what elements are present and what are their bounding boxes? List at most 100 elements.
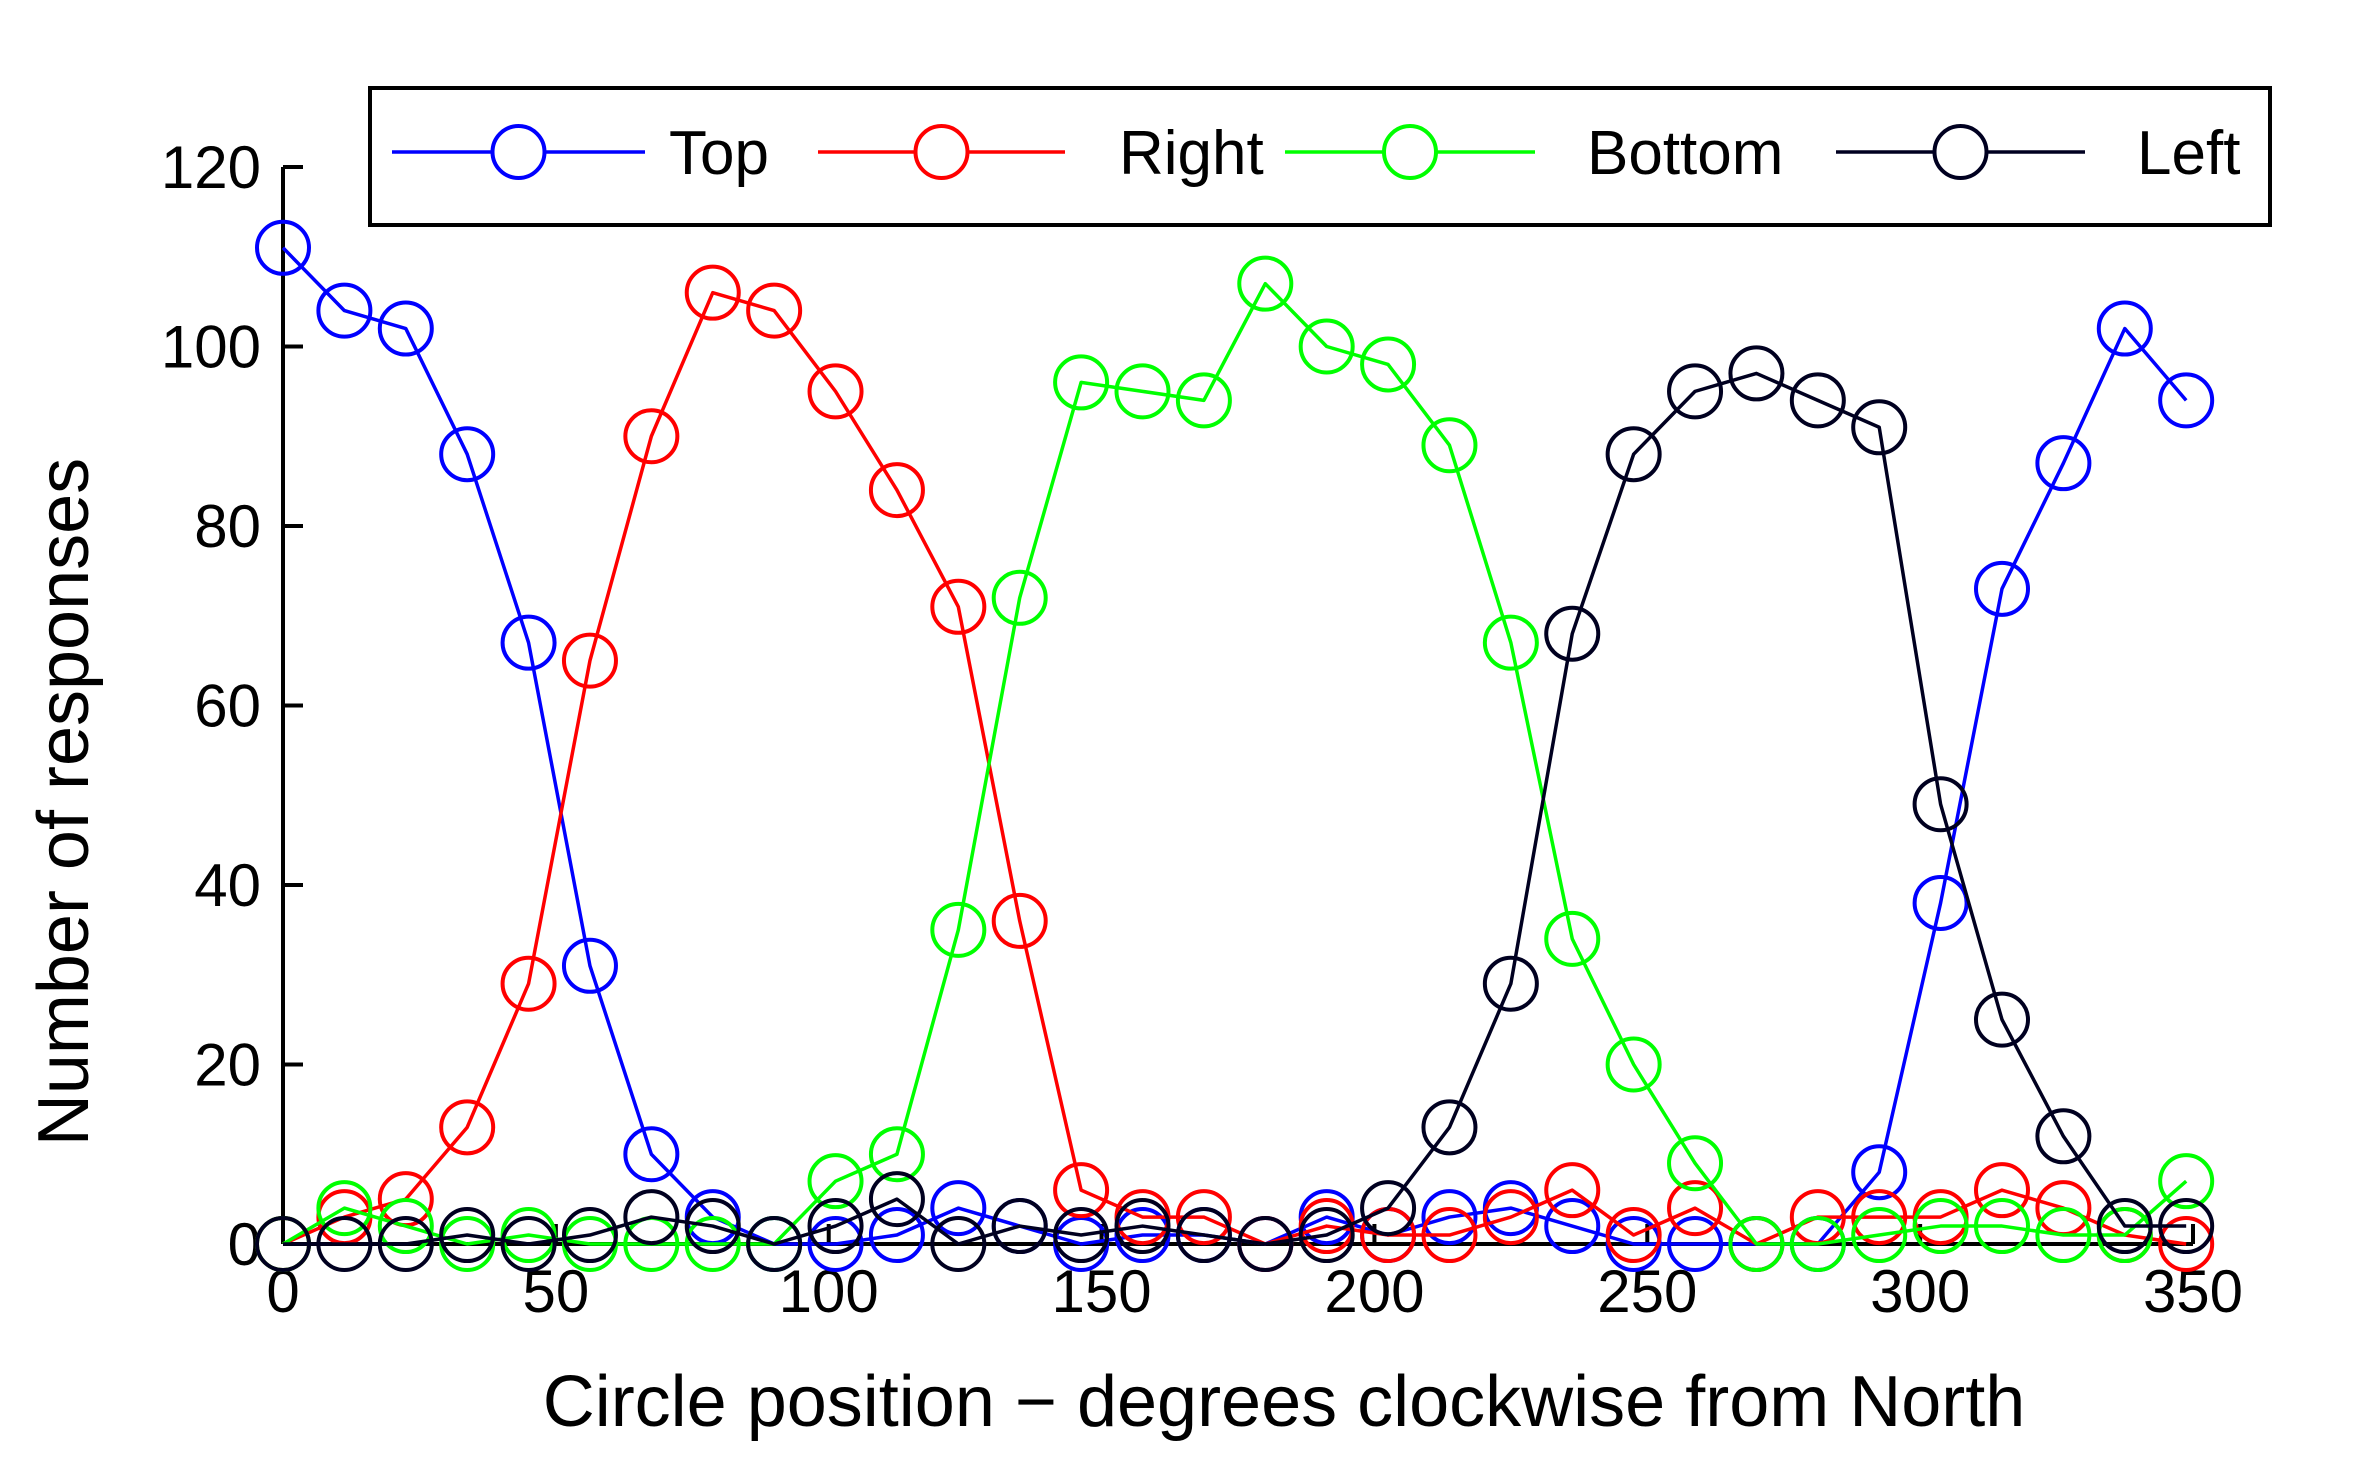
legend-marker (1932, 124, 1989, 180)
data-point (439, 1207, 496, 1264)
data-point (1175, 1189, 1232, 1246)
legend-label: Bottom (1587, 119, 1783, 188)
legend-item-right: Right (818, 119, 1264, 188)
data-point (746, 1216, 803, 1272)
data-point (868, 1207, 925, 1264)
data-point (1298, 318, 1355, 375)
data-point (1605, 1207, 1662, 1264)
data-point (255, 1216, 311, 1272)
series-top (255, 219, 2215, 1272)
legend-marker (490, 124, 547, 180)
data-point (2035, 1108, 2092, 1165)
data-point (930, 1216, 987, 1272)
data-point (1237, 255, 1294, 312)
data-point (2158, 1153, 2215, 1210)
data-point (746, 282, 803, 339)
data-point (1789, 372, 1846, 429)
data-point (439, 1099, 496, 1156)
data-point (2035, 1207, 2092, 1264)
data-point (1053, 354, 1110, 411)
legend-label: Right (1119, 119, 1264, 188)
data-point (684, 264, 741, 321)
data-point (1421, 417, 1478, 474)
data-point (1544, 910, 1601, 967)
data-point (807, 1153, 864, 1210)
series-line-top (281, 246, 2188, 1246)
data-point (684, 1216, 741, 1272)
data-point (1421, 1207, 1478, 1264)
legend-marker (913, 124, 970, 180)
data-point (807, 1216, 864, 1272)
data-point (2158, 1216, 2215, 1272)
data-point (2035, 435, 2092, 492)
data-point (623, 408, 680, 465)
data-point (868, 1126, 925, 1183)
data-point (316, 1180, 373, 1237)
data-point (2158, 372, 2215, 429)
data-point (1360, 336, 1417, 393)
data-point (1789, 1216, 1846, 1272)
x-axis-title: Circle position − degrees clockwise from… (543, 1362, 2026, 1442)
data-point (561, 632, 618, 689)
data-point (868, 1171, 925, 1228)
data-point (1605, 1036, 1662, 1093)
data-point (991, 892, 1048, 949)
y-tick-label: 60 (194, 673, 261, 740)
data-point (1114, 1198, 1171, 1255)
data-point (1851, 1144, 1908, 1201)
series-left (255, 345, 2215, 1272)
data-point (1667, 363, 1724, 420)
data-point (1175, 372, 1232, 429)
data-point (1298, 1207, 1355, 1264)
data-point (1482, 614, 1539, 671)
data-point (377, 1216, 434, 1272)
legend-marker (1382, 124, 1438, 180)
data-point (316, 1216, 373, 1272)
legend-item-top: Top (392, 119, 769, 188)
legend: Top Right Bottom Left (368, 86, 2272, 227)
data-point (1974, 1198, 2030, 1255)
legend-item-left: Left (1836, 119, 2240, 188)
data-point (1912, 776, 1969, 833)
data-point (316, 282, 373, 339)
data-point (2096, 300, 2153, 357)
data-point (1544, 1198, 1601, 1255)
x-tick-label: 300 (1870, 1258, 1970, 1325)
y-tick-label: 80 (194, 493, 261, 560)
series-line-bottom (282, 281, 2188, 1246)
data-point (1421, 1189, 1478, 1246)
legend-item-bottom: Bottom (1285, 119, 1783, 188)
data-point (623, 1126, 680, 1183)
data-point (930, 901, 987, 958)
data-point (1175, 1207, 1232, 1264)
y-axis-title: Number of responses (24, 458, 104, 1146)
data-point (930, 1180, 987, 1237)
data-point (1912, 1198, 1969, 1255)
data-point (439, 426, 496, 483)
x-tick-label: 150 (1052, 1258, 1152, 1325)
data-point (1482, 1189, 1539, 1246)
data-point (1482, 955, 1539, 1012)
y-tick-label: 120 (161, 134, 261, 201)
data-point (807, 363, 864, 420)
series-right (255, 264, 2215, 1272)
data-point (1360, 1180, 1417, 1237)
data-point (1114, 363, 1171, 420)
data-point (500, 614, 557, 671)
data-point (991, 569, 1048, 626)
data-point (1605, 426, 1662, 483)
data-point (1851, 1207, 1908, 1264)
data-point (868, 462, 925, 519)
data-point (1728, 345, 1785, 402)
data-point (930, 578, 987, 635)
data-point (1667, 1180, 1724, 1237)
data-point (377, 1198, 434, 1255)
data-point (1421, 1099, 1478, 1156)
data-point (1667, 1135, 1724, 1192)
legend-label: Left (2137, 119, 2240, 188)
data-point (561, 937, 618, 994)
data-point (807, 1198, 864, 1255)
series-line-left (283, 371, 2187, 1246)
